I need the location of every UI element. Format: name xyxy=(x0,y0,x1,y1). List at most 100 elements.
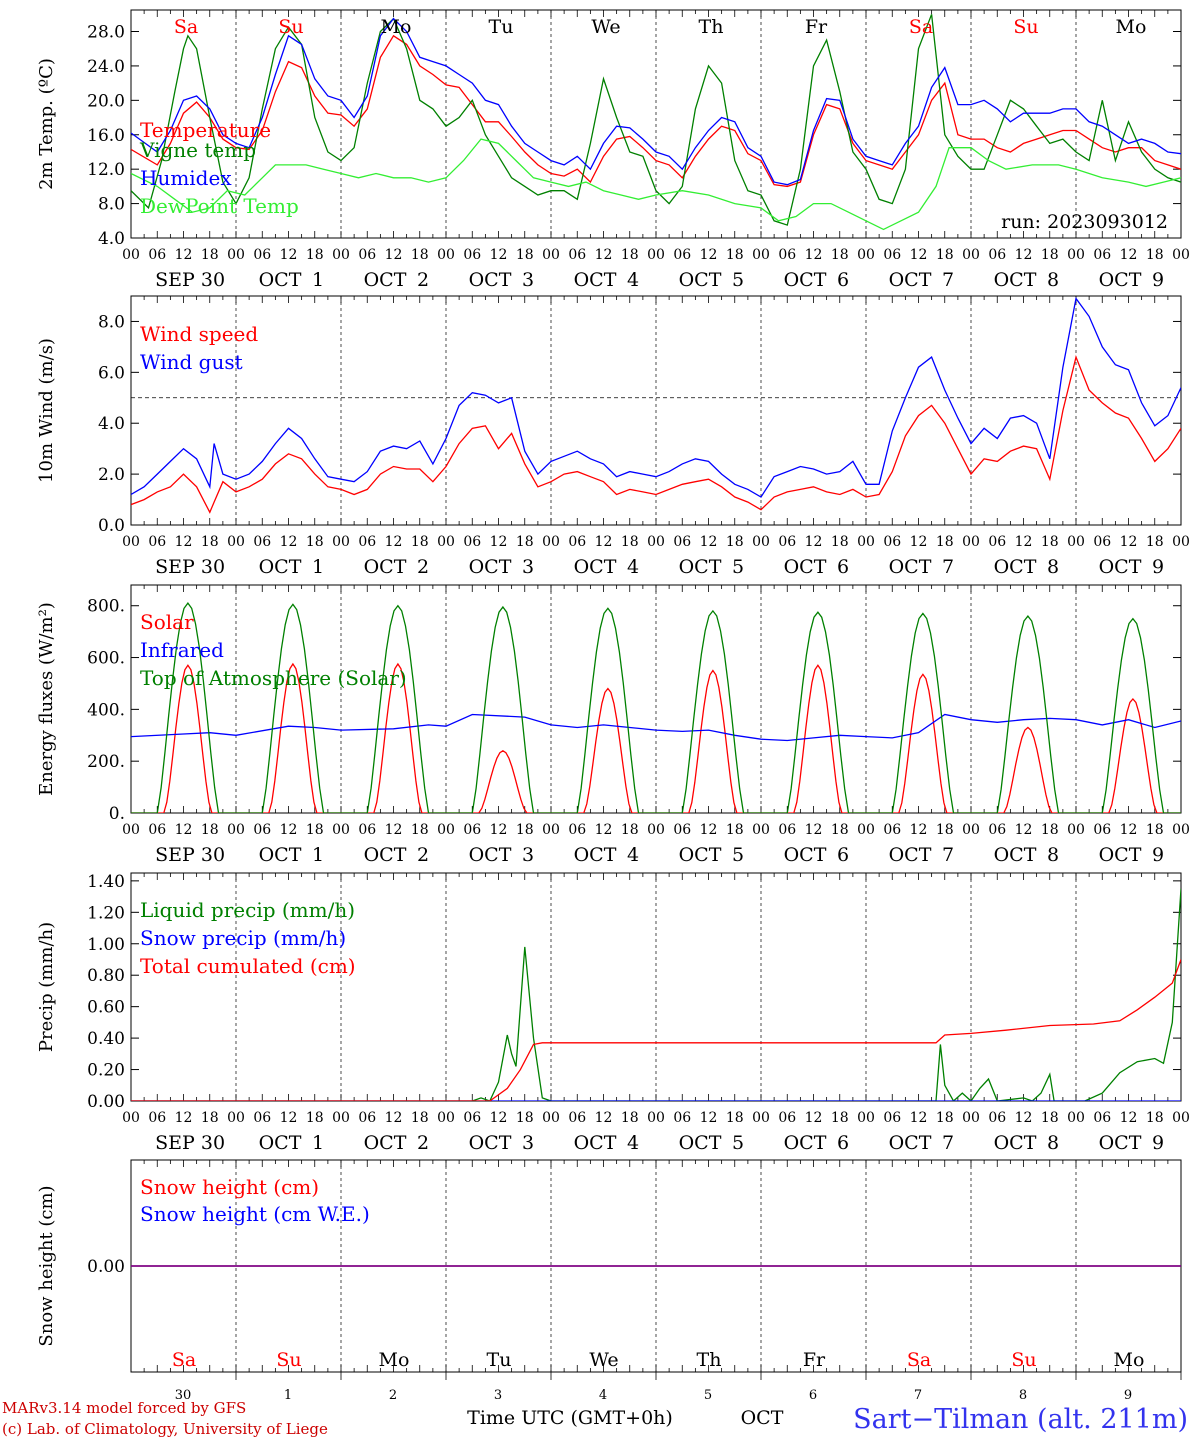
date-month-label: OCT xyxy=(994,1132,1037,1154)
hour-tick-label: 12 xyxy=(1120,247,1138,263)
day-name-label: Sa xyxy=(172,1349,196,1371)
legend-entry: Snow height (cm) xyxy=(140,1175,319,1199)
hour-tick-label: 06 xyxy=(358,1110,376,1126)
hour-tick-label: 18 xyxy=(726,822,744,838)
series-line-total-cumulated-cm xyxy=(131,959,1181,1101)
hour-tick-label: 00 xyxy=(542,247,560,263)
hour-tick-label: 12 xyxy=(175,822,193,838)
date-month-label: OCT xyxy=(784,844,827,866)
hour-tick-label: 06 xyxy=(253,1110,271,1126)
legend-entry: Solar xyxy=(140,610,194,634)
hour-tick-label: 12 xyxy=(700,1110,718,1126)
date-day-label: 30 xyxy=(201,1132,225,1154)
hour-tick-label: 00 xyxy=(962,1110,980,1126)
hour-tick-label: 12 xyxy=(1015,534,1033,550)
legend-entry: DewPoint Temp xyxy=(140,194,299,218)
hour-tick-label: 00 xyxy=(437,534,455,550)
series-line-dewpoint-temp xyxy=(131,138,1181,231)
day-name-label: Sa xyxy=(909,16,933,38)
snow-height-panel: 0.00 Snow height (cm) Snow height (cm) Snow… xyxy=(36,1159,1182,1403)
hour-tick-label: 12 xyxy=(805,534,823,550)
day-number-label: 30 xyxy=(175,1388,192,1403)
hour-tick-label: 00 xyxy=(857,247,875,263)
date-day-label: 6 xyxy=(837,269,849,291)
hour-tick-label: 18 xyxy=(1146,247,1164,263)
date-day-label: 5 xyxy=(732,1132,744,1154)
day-name-label: Tu xyxy=(487,1349,512,1371)
hour-tick-label: 06 xyxy=(1093,822,1111,838)
wind-panel: 0.0 2.0 4.0 6.0 8.0 10m Wind (m/s) Wind speed W… xyxy=(36,295,1190,578)
date-month-label: OCT xyxy=(889,556,932,578)
hour-tick-label: 12 xyxy=(280,1110,298,1126)
date-month-label: OCT xyxy=(679,844,722,866)
hour-tick-label: 12 xyxy=(385,822,403,838)
day-name-label: Sa xyxy=(907,1349,931,1371)
hour-tick-label: 18 xyxy=(516,822,534,838)
day-name-label: We xyxy=(589,1349,618,1371)
hour-tick-label: 06 xyxy=(988,1110,1006,1126)
y-tick-label: 0.0 xyxy=(98,516,125,536)
hour-tick-label: 00 xyxy=(752,534,770,550)
hour-tick-label: 06 xyxy=(568,822,586,838)
hour-tick-label: 06 xyxy=(463,247,481,263)
y-tick-label: 0.80 xyxy=(87,966,125,986)
y-tick-label: 28.0 xyxy=(87,23,125,43)
hour-tick-label: 00 xyxy=(647,1110,665,1126)
date-day-label: 9 xyxy=(1152,1132,1164,1154)
y-axis-title: 2m Temp. (ºC) xyxy=(36,58,57,190)
hour-tick-label: 18 xyxy=(1146,534,1164,550)
day-name-label: Su xyxy=(1013,16,1038,38)
day-name-label: Th xyxy=(697,1349,722,1371)
hour-tick-label: 12 xyxy=(805,247,823,263)
hour-tick-label: 00 xyxy=(1172,534,1190,550)
y-tick-label: 12.0 xyxy=(87,160,125,180)
hour-tick-label: 00 xyxy=(962,247,980,263)
hour-tick-label: 12 xyxy=(280,822,298,838)
y-tick-label: 1.00 xyxy=(87,935,125,955)
hour-tick-label: 12 xyxy=(385,534,403,550)
hour-tick-label: 12 xyxy=(595,247,613,263)
hour-tick-label: 00 xyxy=(857,534,875,550)
date-month-label: OCT xyxy=(364,844,407,866)
hour-tick-label: 06 xyxy=(148,1110,166,1126)
date-day-label: 8 xyxy=(1047,269,1059,291)
hour-tick-label: 18 xyxy=(936,822,954,838)
hour-tick-label: 00 xyxy=(122,822,140,838)
hour-tick-label: 06 xyxy=(673,822,691,838)
hour-tick-label: 18 xyxy=(1041,1110,1059,1126)
hour-tick-label: 12 xyxy=(175,247,193,263)
hour-tick-label: 00 xyxy=(227,1110,245,1126)
temperature-panel: 4.0 8.0 12.0 16.0 20.0 24.0 28.0 2m Temp. (ºC) T… xyxy=(36,9,1190,291)
date-day-label: 6 xyxy=(837,844,849,866)
date-month-label: OCT xyxy=(259,269,302,291)
hour-tick-label: 06 xyxy=(253,247,271,263)
date-month-label: OCT xyxy=(259,556,302,578)
hour-tick-label: 18 xyxy=(1146,822,1164,838)
hour-tick-label: 06 xyxy=(988,534,1006,550)
hour-tick-label: 12 xyxy=(595,1110,613,1126)
date-day-label: 30 xyxy=(201,269,225,291)
hour-tick-label: 18 xyxy=(411,1110,429,1126)
date-day-label: 8 xyxy=(1047,556,1059,578)
hour-tick-label: 00 xyxy=(752,247,770,263)
hour-tick-label: 18 xyxy=(411,822,429,838)
hour-tick-label: 18 xyxy=(726,534,744,550)
day-name-label: Su xyxy=(278,16,303,38)
hour-tick-label: 00 xyxy=(962,822,980,838)
hour-tick-label: 18 xyxy=(831,1110,849,1126)
hour-tick-label: 12 xyxy=(490,1110,508,1126)
legend-entry: Temperature xyxy=(140,118,271,142)
hour-tick-label: 06 xyxy=(568,247,586,263)
hour-tick-label: 00 xyxy=(227,534,245,550)
legend-entry: Infrared xyxy=(140,638,224,662)
date-day-label: 5 xyxy=(732,269,744,291)
hour-tick-label: 12 xyxy=(175,534,193,550)
hour-tick-label: 18 xyxy=(201,247,219,263)
model-credit-line: MARv3.14 model forced by GFS xyxy=(2,1399,246,1417)
hour-tick-label: 12 xyxy=(595,534,613,550)
date-month-label: OCT xyxy=(889,1132,932,1154)
date-day-label: 7 xyxy=(942,556,954,578)
hour-tick-label: 12 xyxy=(910,247,928,263)
y-tick-label: 800. xyxy=(87,597,125,617)
